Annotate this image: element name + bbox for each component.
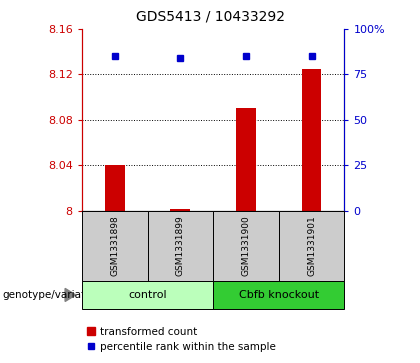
Text: GSM1331898: GSM1331898 <box>110 216 119 276</box>
Text: control: control <box>128 290 167 300</box>
Bar <box>302 69 321 211</box>
Text: GDS5413 / 10433292: GDS5413 / 10433292 <box>136 9 284 23</box>
Text: GSM1331901: GSM1331901 <box>307 216 316 276</box>
Text: GSM1331900: GSM1331900 <box>241 216 250 276</box>
Bar <box>171 209 190 211</box>
Polygon shape <box>65 288 76 301</box>
Text: Cbfb knockout: Cbfb knockout <box>239 290 319 300</box>
Text: GSM1331899: GSM1331899 <box>176 216 185 276</box>
Text: genotype/variation: genotype/variation <box>2 290 101 300</box>
Bar <box>236 109 256 211</box>
Bar <box>105 165 125 211</box>
Legend: transformed count, percentile rank within the sample: transformed count, percentile rank withi… <box>83 322 280 356</box>
